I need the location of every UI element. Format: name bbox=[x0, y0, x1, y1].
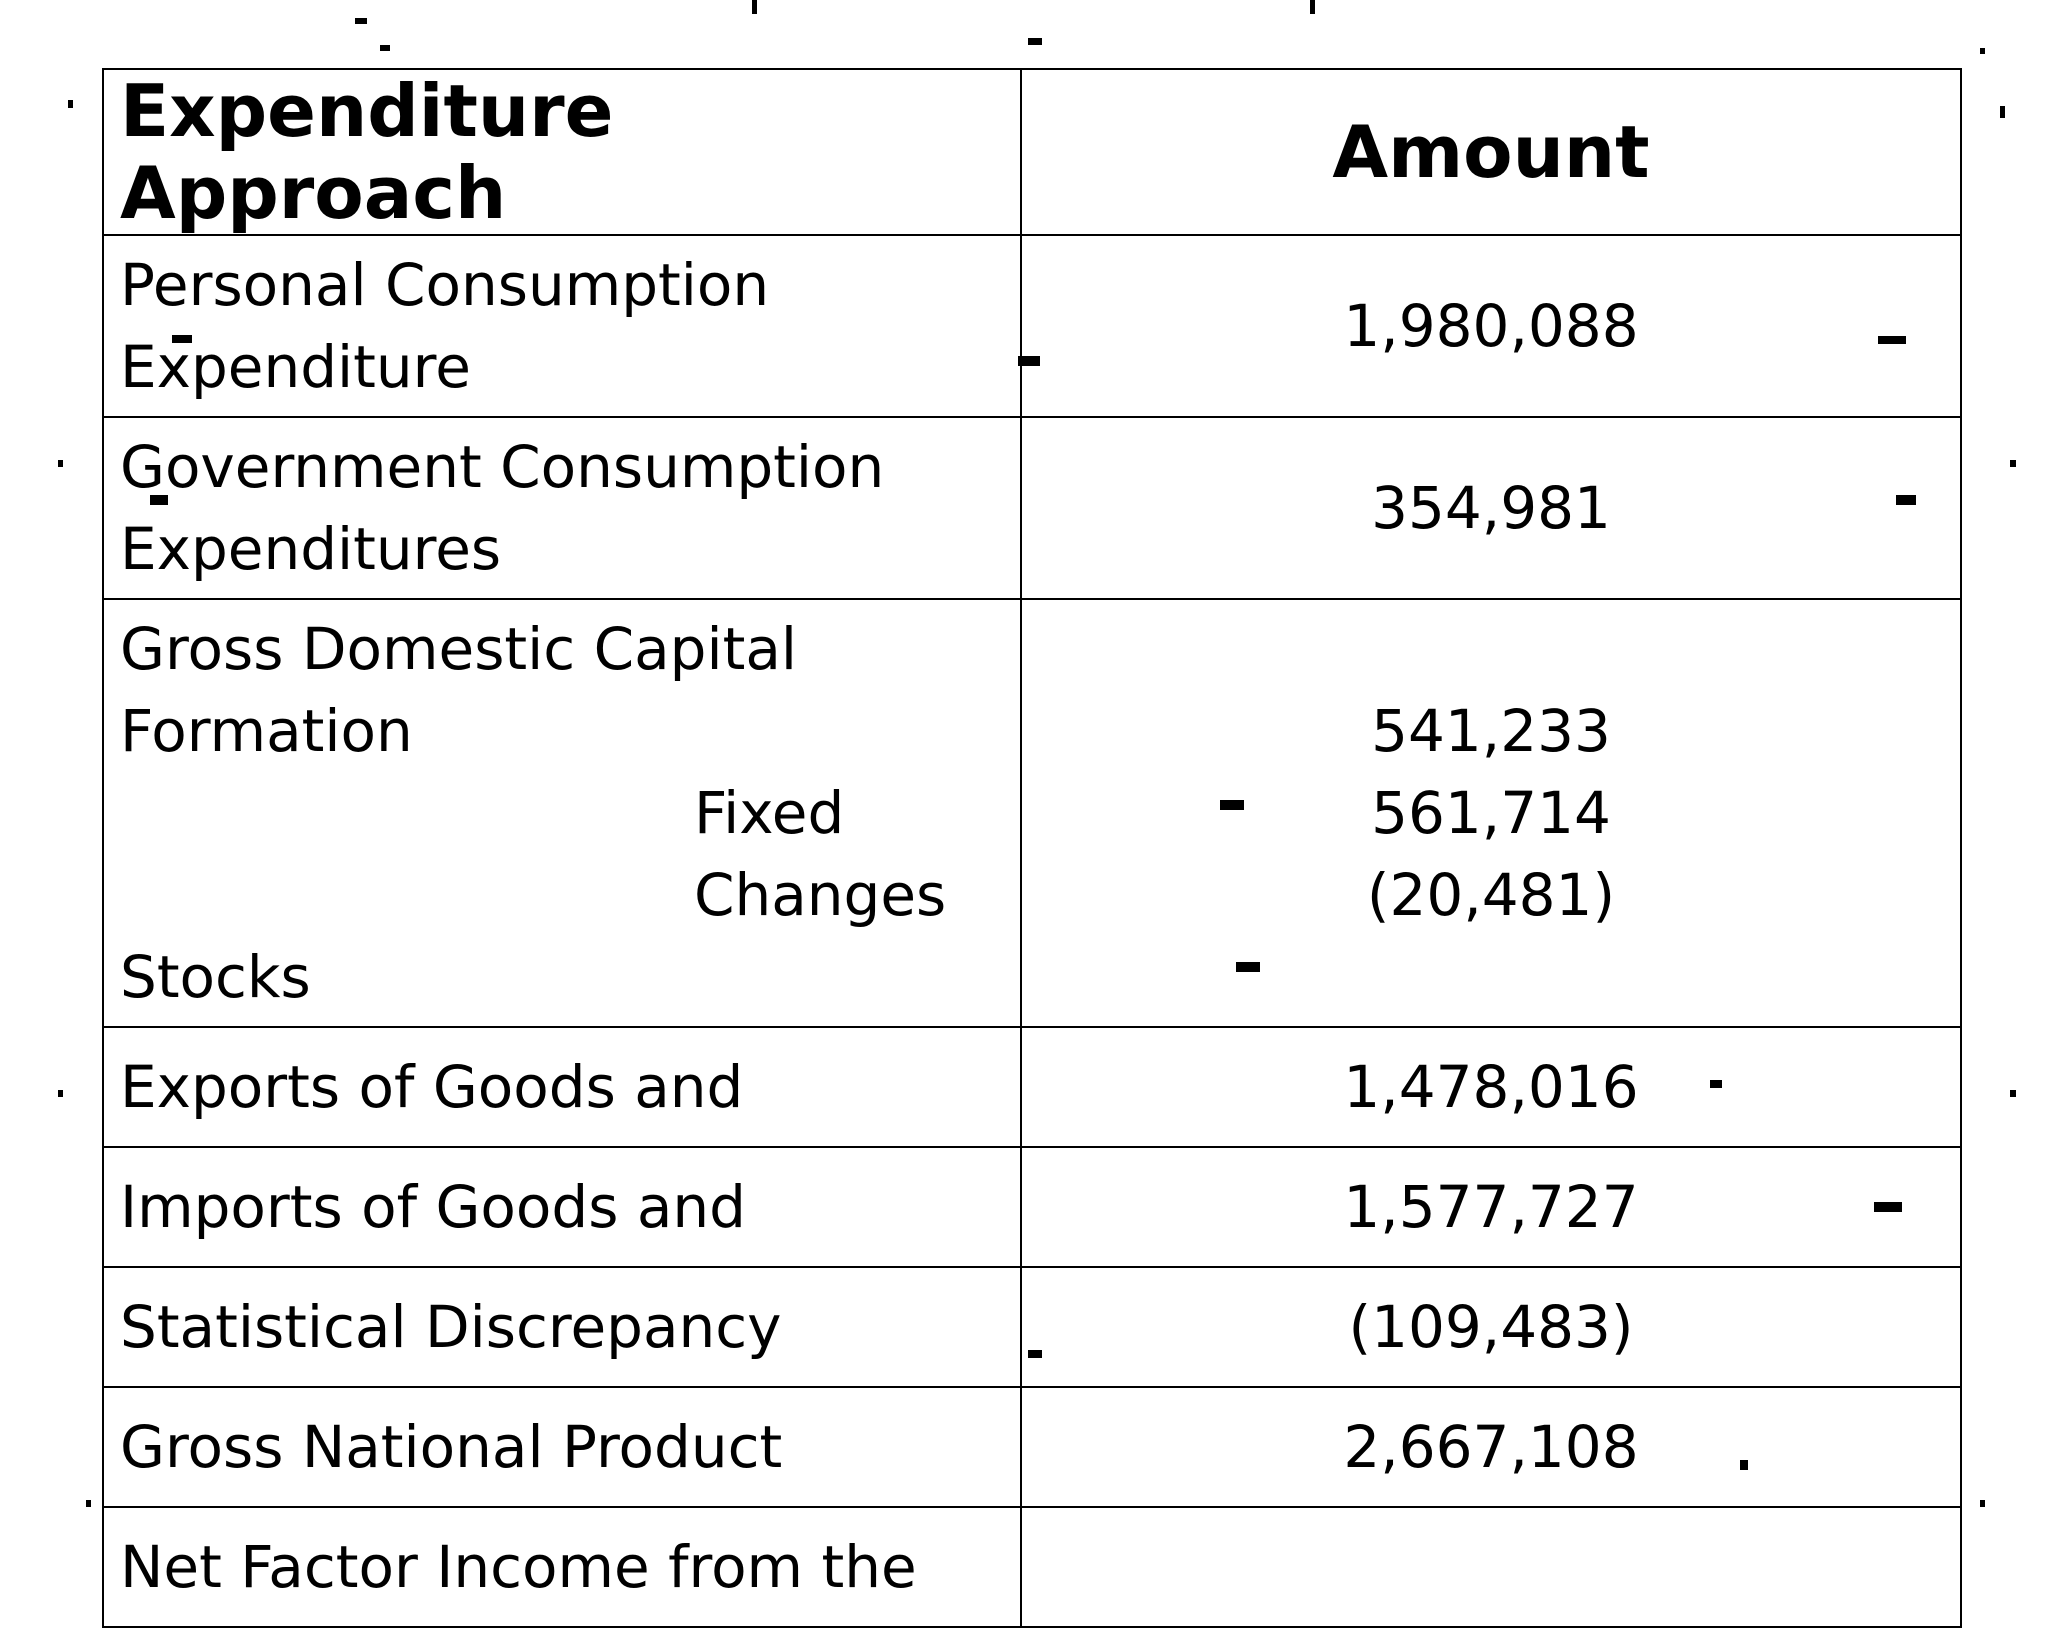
header-row: Expenditure Approach Amount bbox=[102, 68, 1962, 236]
sub-label-fixed: Fixed bbox=[694, 779, 845, 847]
noise-speck bbox=[68, 100, 73, 108]
noise-speck bbox=[1740, 1460, 1748, 1470]
row-amount: 1,980,088 bbox=[1020, 234, 1962, 418]
row-amount bbox=[1020, 1506, 1962, 1628]
row-amount: 1,478,016 bbox=[1020, 1026, 1962, 1148]
noise-speck bbox=[2000, 106, 2005, 118]
noise-speck bbox=[380, 45, 390, 51]
row-label-cell: Government Consumption Expenditures bbox=[102, 416, 1022, 600]
header-expenditure-approach: Expenditure Approach bbox=[102, 68, 1022, 236]
row-amount: 2,667,108 bbox=[1020, 1386, 1962, 1508]
noise-speck bbox=[1028, 38, 1042, 45]
noise-speck bbox=[1896, 495, 1916, 505]
noise-speck bbox=[150, 495, 168, 505]
noise-speck bbox=[1310, 0, 1315, 14]
row-label-line: Formation bbox=[120, 697, 413, 765]
table-row-gross-domestic-capital-formation: Gross Domestic Capital Formation Fixed C… bbox=[102, 598, 1962, 1028]
sub-label-stocks: Stocks bbox=[120, 943, 311, 1011]
noise-speck bbox=[355, 18, 367, 24]
noise-speck bbox=[752, 0, 757, 14]
table-row-imports: Imports of Goods and 1,577,727 bbox=[102, 1146, 1962, 1268]
row-label: Gross National Product bbox=[102, 1386, 1022, 1508]
noise-speck bbox=[1236, 962, 1260, 972]
noise-speck bbox=[58, 1090, 63, 1097]
row-label: Net Factor Income from the bbox=[102, 1506, 1022, 1628]
row-label: Statistical Discrepancy bbox=[102, 1266, 1022, 1388]
table-row-net-factor-income: Net Factor Income from the bbox=[102, 1506, 1962, 1628]
row-label-line: Government Consumption bbox=[120, 433, 885, 501]
row-label-line: Expenditure bbox=[120, 333, 471, 401]
noise-speck bbox=[58, 460, 63, 467]
noise-speck bbox=[1874, 1202, 1902, 1212]
noise-speck bbox=[1018, 356, 1040, 366]
row-label-cell: Gross Domestic Capital Formation Fixed C… bbox=[102, 598, 1022, 1028]
row-amount: 1,577,727 bbox=[1020, 1146, 1962, 1268]
sub-label-changes: Changes bbox=[694, 861, 947, 929]
table-row-statistical-discrepancy: Statistical Discrepancy (109,483) bbox=[102, 1266, 1962, 1388]
noise-speck bbox=[1980, 48, 1985, 54]
row-label-line: Gross Domestic Capital bbox=[120, 615, 797, 683]
row-label-cell: Personal Consumption Expenditure bbox=[102, 234, 1022, 418]
table-row-exports: Exports of Goods and 1,478,016 bbox=[102, 1026, 1962, 1148]
row-label: Imports of Goods and bbox=[102, 1146, 1022, 1268]
table-row-government-consumption: Government Consumption Expenditures 354,… bbox=[102, 416, 1962, 600]
row-amount-stack: 541,233 561,714 (20,481) bbox=[1020, 598, 1962, 1028]
row-amount: (109,483) bbox=[1020, 1266, 1962, 1388]
noise-speck bbox=[1878, 336, 1906, 344]
row-amount: 354,981 bbox=[1020, 416, 1962, 600]
amount-total: 541,233 bbox=[1371, 697, 1611, 765]
noise-speck bbox=[2010, 460, 2016, 467]
table-row-personal-consumption: Personal Consumption Expenditure 1,980,0… bbox=[102, 234, 1962, 418]
header-amount: Amount bbox=[1020, 68, 1962, 236]
row-label-line: Personal Consumption bbox=[120, 251, 770, 319]
table-row-gross-national-product: Gross National Product 2,667,108 bbox=[102, 1386, 1962, 1508]
row-label-line: Expenditures bbox=[120, 515, 502, 583]
row-label: Exports of Goods and bbox=[102, 1026, 1022, 1148]
noise-speck bbox=[2010, 1090, 2016, 1097]
noise-speck bbox=[1028, 1350, 1042, 1358]
noise-speck bbox=[1220, 800, 1244, 810]
amount-changes: (20,481) bbox=[1366, 861, 1616, 929]
expenditure-table: Expenditure Approach Amount Personal Con… bbox=[102, 68, 1962, 1628]
noise-speck bbox=[1980, 1500, 1985, 1507]
noise-speck bbox=[86, 1500, 91, 1507]
noise-speck bbox=[172, 335, 192, 343]
noise-speck bbox=[1710, 1080, 1722, 1088]
amount-fixed: 561,714 bbox=[1371, 779, 1611, 847]
